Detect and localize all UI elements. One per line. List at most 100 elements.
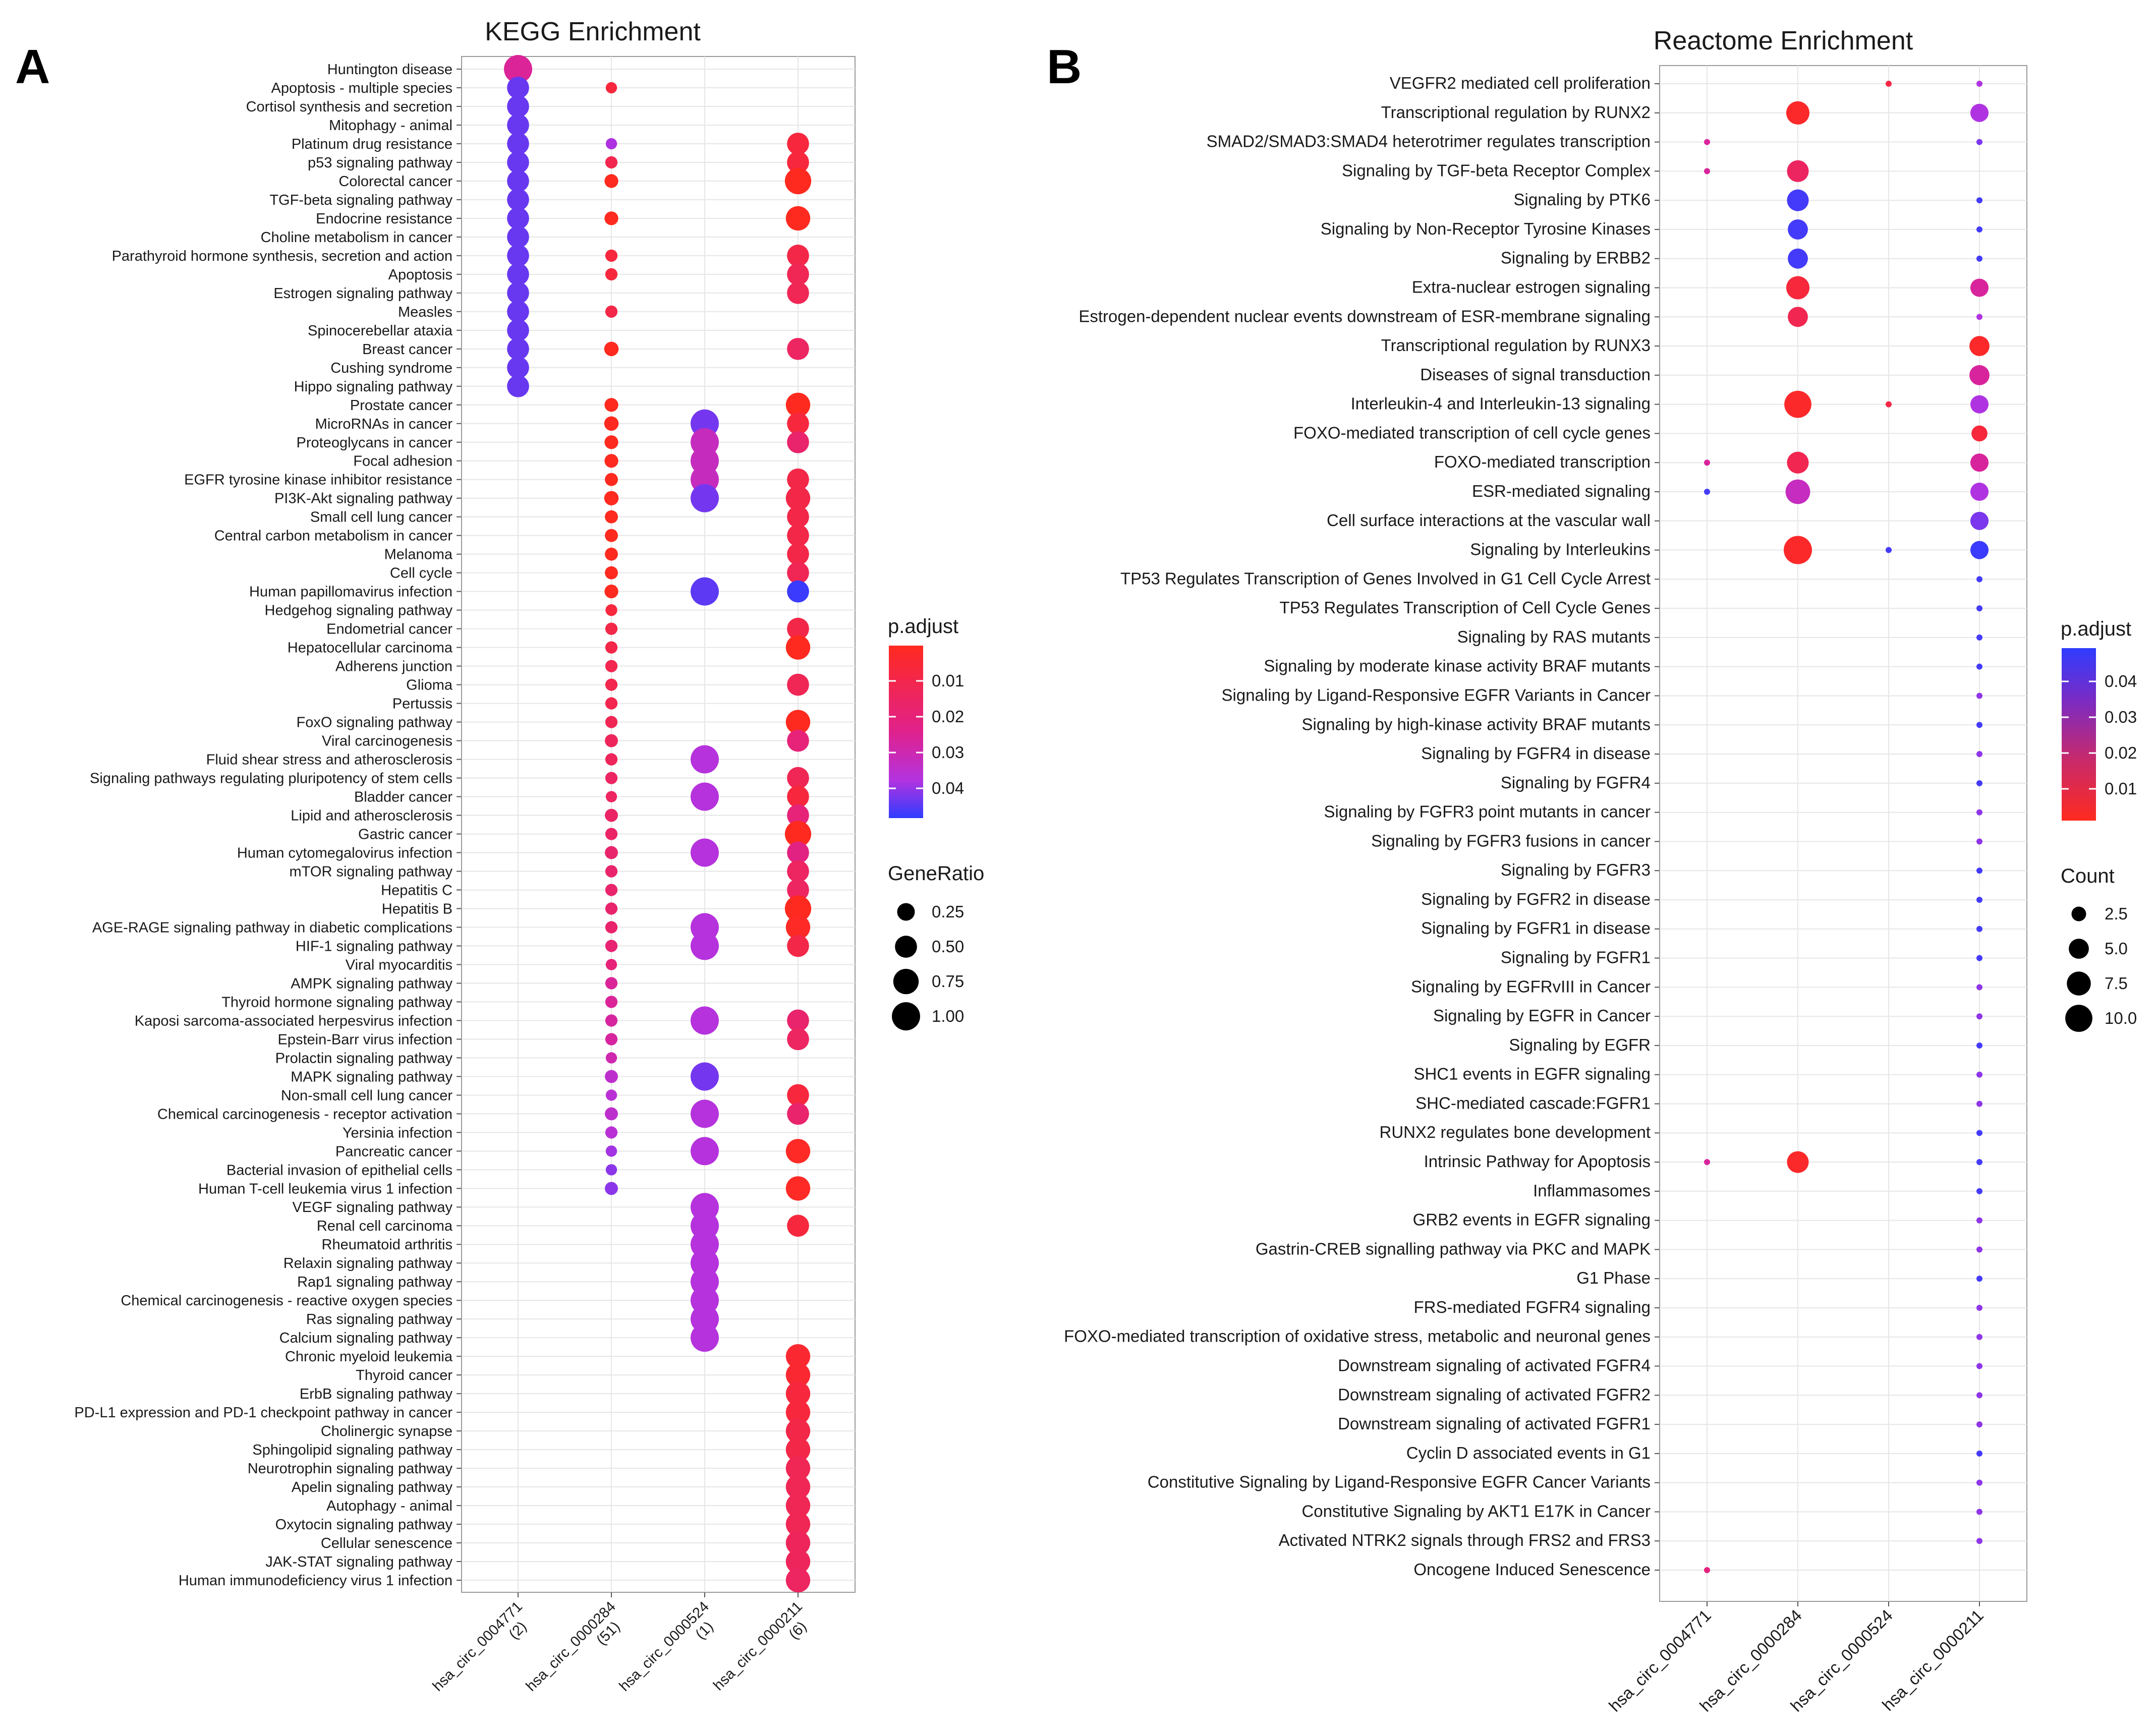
a-dot [604,454,618,468]
b-dot [1976,1421,1982,1428]
b-size-legend-label: 2.5 [2105,904,2128,923]
a-ytick-label: Apoptosis [388,267,452,283]
b-ytick-label: GRB2 events in EGFR signaling [1413,1210,1651,1229]
a-dot [605,902,618,915]
b-ytick-label: VEGFR2 mediated cell proliferation [1390,74,1651,92]
a-ytick-label: Relaxin signaling pathway [283,1255,453,1272]
panel-b-size-legend-title: Count [2061,865,2115,887]
a-dot [785,710,811,734]
a-dot [507,170,529,192]
a-dot [507,95,529,118]
a-dot [605,305,618,318]
a-dot [605,884,618,896]
b-dot [1976,1101,1982,1107]
a-xtick-label-id: hsa_circ_0004771 [430,1598,526,1694]
b-ytick-label: Signaling by FGFR1 in disease [1421,919,1651,938]
a-dot [785,1344,811,1369]
a-dot [787,729,809,752]
a-dot [604,341,619,357]
a-ytick-label: Colorectal cancer [338,174,452,190]
a-size-legend-dot [892,1002,920,1030]
b-ytick-label: Signaling by ERBB2 [1501,249,1651,267]
b-xtick-label-id: hsa_circ_0004771 [1605,1606,1715,1715]
b-ytick-label: Signaling by FGFR3 point mutants in canc… [1324,802,1651,821]
a-dot [507,319,529,341]
a-dot [691,484,719,512]
b-dot [1970,453,1989,472]
b-dot [1976,780,1982,786]
b-dot [1704,488,1710,495]
a-dot [785,486,811,510]
a-dot [787,151,809,174]
a-dot [785,1362,811,1388]
b-dot [1976,896,1982,903]
b-ytick-label: FOXO-mediated transcription of cell cycl… [1293,423,1651,442]
a-dot [787,412,809,435]
a-xtick-label: hsa_circ_0000211(6) [710,1598,810,1694]
panel-b-color-legend: p.adjust 0.04 0.03 0.02 0.01 [2061,618,2137,821]
a-dot [507,226,529,248]
b-dot [1970,511,1989,530]
b-dot [1976,722,1982,728]
a-size-legend-label: 0.50 [932,937,964,956]
a-ytick-label: Chemical carcinogenesis - reactive oxyge… [121,1293,452,1309]
a-ytick-label: Platinum drug resistance [292,136,452,152]
b-ytick-label: Signaling by moderate kinase activity BR… [1264,657,1651,675]
a-ytick-label: Focal adhesion [353,453,452,470]
a-dot [604,416,619,431]
b-ytick-label: Intrinsic Pathway for Apoptosis [1424,1152,1651,1171]
a-dot [605,809,618,822]
b-dot [1976,1042,1982,1049]
a-ytick-label: Cortisol synthesis and secretion [246,99,452,115]
a-dot [787,879,809,901]
a-dot [691,782,719,811]
a-dot [605,753,618,766]
b-ytick-label: Signaling by TGF-beta Receptor Complex [1342,161,1651,180]
a-ytick-label: Spinocerebellar ataxia [308,323,453,339]
b-size-legend-label: 5.0 [2105,939,2128,958]
a-dot [605,772,618,784]
b-ytick-label: Inflammasomes [1533,1181,1651,1200]
a-dot [605,138,617,150]
a-xtick-label: hsa_circ_0004771(2) [430,1598,530,1694]
b-ytick-label: Interleukin-4 and Interleukin-13 signali… [1351,394,1651,413]
a-dot [507,245,529,267]
b-xtick-label: hsa_circ_0000524 [1787,1606,1896,1715]
b-ytick-label: Downstream signaling of activated FGFR2 [1338,1385,1651,1404]
b-ytick-label: TP53 Regulates Transcription of Cell Cyc… [1279,598,1651,617]
a-dot [605,828,618,840]
b-xtick-label: hsa_circ_0004771 [1605,1606,1715,1715]
a-dot [605,529,618,542]
b-dot [1784,390,1811,418]
a-ytick-label: Human papillomavirus infection [249,584,452,600]
a-dot [604,585,618,599]
b-ytick-label: Signaling by FGFR3 fusions in cancer [1371,831,1651,850]
b-dot [1970,395,1989,414]
a-dot [784,821,812,847]
a-dot [691,932,719,960]
b-colorbar-tick-label: 0.02 [2105,743,2137,762]
a-dot [785,1474,811,1500]
a-ytick-label: Parathyroid hormone synthesis, secretion… [112,248,452,264]
a-colorbar-tick-label: 0.02 [932,707,964,726]
b-ytick-label: Downstream signaling of activated FGFR4 [1338,1356,1651,1375]
panel-b-plot: VEGFR2 mediated cell proliferation Transc… [1064,65,2027,1715]
a-dot [691,1137,719,1166]
b-dot [1786,101,1810,125]
a-xtick-label: hsa_circ_0000524(1) [616,1598,717,1694]
a-dot [787,337,809,360]
a-ytick-label: TGF-beta signaling pathway [269,192,452,208]
a-ytick-label: Prostate cancer [350,397,452,414]
a-size-legend-label: 0.75 [932,972,964,991]
b-ytick-label: Diseases of signal transduction [1420,365,1651,384]
a-dot [785,1176,811,1201]
b-dot [1976,81,1982,87]
a-ytick-label: Estrogen signaling pathway [273,285,452,302]
b-ytick-label: Signaling by EGFRvIII in Cancer [1411,977,1651,996]
a-ytick-label: Thyroid cancer [356,1367,452,1383]
a-ytick-label: Bacterial invasion of epithelial cells [226,1162,452,1178]
b-ytick-label: TP53 Regulates Transcription of Genes In… [1120,569,1651,588]
a-dot [507,375,529,397]
a-dot [507,263,529,285]
b-ytick-label: FOXO-mediated transcription of oxidative… [1064,1327,1651,1346]
